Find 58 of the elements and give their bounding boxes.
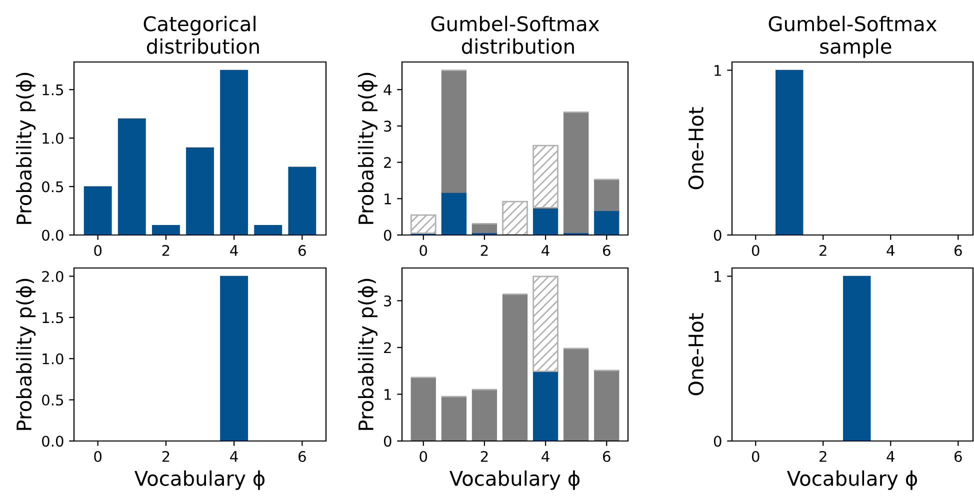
x-tick-label: 0 — [420, 450, 428, 462]
y-tick-label: 0 — [384, 436, 392, 447]
y-tick-label: 4 — [384, 84, 392, 96]
x-tick-label: 4 — [230, 451, 238, 462]
y-tick-label: 0.5 — [42, 394, 64, 406]
y-tick-label: 1.5 — [42, 84, 64, 96]
y-tick-label: 1 — [714, 271, 721, 282]
y-tick-label: 1.5 — [42, 312, 64, 324]
x-tick-label: 4 — [886, 245, 894, 256]
x-tick-label: 6 — [298, 450, 306, 462]
x-tick-label: 4 — [230, 245, 238, 256]
y-axis-title: Probability p(ϕ) — [16, 72, 36, 224]
y-tick-label: 1 — [384, 389, 391, 400]
x-tick-label: 6 — [298, 244, 306, 256]
x-tick-label: 2 — [820, 450, 826, 462]
y-tick-label: 3 — [384, 295, 392, 306]
x-tick-label: 0 — [420, 244, 428, 256]
x-tick-label: 6 — [954, 450, 962, 462]
x-tick-label: 6 — [954, 244, 962, 256]
y-tick-label: 0.0 — [42, 230, 64, 241]
y-tick-label: 3 — [384, 120, 392, 132]
x-tick-label: 6 — [603, 244, 610, 256]
x-tick-label: 0 — [752, 450, 760, 462]
y-tick-label: 2 — [384, 342, 391, 354]
y-tick-label: 0 — [714, 436, 722, 447]
x-axis-title: Vocabulary ϕ — [786, 470, 917, 490]
x-tick-label: 0 — [94, 450, 102, 462]
x-tick-label: 4 — [542, 451, 550, 462]
x-tick-label: 2 — [162, 450, 170, 462]
y-tick-label: 0.5 — [42, 181, 64, 192]
y-tick-label: 2 — [384, 157, 391, 168]
y-axis-title: One-Hot — [688, 107, 704, 190]
y-tick-label: 1 — [384, 194, 391, 204]
x-tick-label: 2 — [480, 450, 488, 462]
y-tick-label: 1.0 — [42, 132, 64, 144]
x-tick-label: 0 — [752, 244, 760, 256]
x-tick-label: 2 — [480, 244, 488, 256]
y-tick-label: 0.0 — [42, 436, 64, 447]
x-tick-label: 2 — [820, 244, 826, 256]
y-tick-label: 1 — [714, 65, 721, 76]
x-tick-label: 4 — [542, 245, 550, 256]
x-tick-label: 6 — [603, 450, 610, 462]
chart-title: Gumbel-Softmax distribution — [431, 16, 600, 54]
x-axis-title: Vocabulary ϕ — [449, 470, 580, 490]
chart-title: Gumbel-Softmax sample — [768, 16, 937, 58]
chart-title: Categorical distribution — [144, 16, 259, 54]
y-axis-title: Probability p(ϕ) — [16, 278, 36, 430]
y-tick-label: 1.0 — [42, 353, 64, 364]
y-tick-label: 0 — [714, 230, 722, 241]
y-tick-label: 0 — [384, 230, 392, 241]
y-axis-title: Probability p(ϕ) — [358, 278, 378, 430]
x-axis-title: Vocabulary ϕ — [134, 470, 264, 490]
x-tick-label: 4 — [886, 451, 894, 462]
x-tick-label: 2 — [162, 244, 170, 256]
y-axis-title: One-Hot — [688, 313, 704, 396]
y-tick-label: 2.0 — [42, 270, 64, 282]
y-axis-title: Probability p(ϕ) — [358, 72, 378, 224]
x-tick-label: 0 — [94, 244, 102, 256]
